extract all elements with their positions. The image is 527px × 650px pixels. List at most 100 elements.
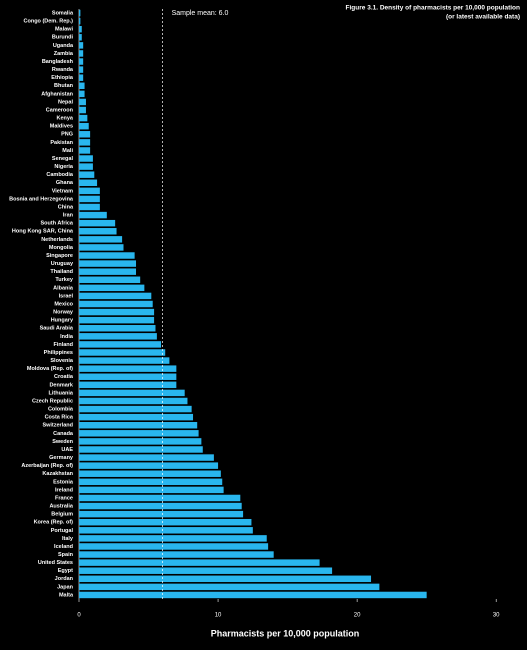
bar: [79, 462, 219, 469]
bar: [79, 106, 86, 114]
y-tick-label: Moldova (Rep. of): [27, 366, 73, 372]
y-tick-label: Egypt: [58, 568, 73, 574]
y-tick-label: Jordan: [55, 576, 74, 582]
bar: [79, 187, 100, 195]
bar: [79, 502, 242, 510]
bar: [79, 292, 152, 300]
bar: [79, 66, 84, 73]
bar: [79, 58, 84, 65]
bar: [79, 397, 188, 405]
bar: [79, 389, 185, 397]
bar: [79, 405, 192, 413]
bar: [79, 276, 141, 283]
y-tick-label: Kenya: [56, 116, 73, 122]
y-tick-label: Singapore: [46, 253, 73, 259]
x-tick-label: 20: [354, 613, 361, 619]
y-tick-label: Ireland: [55, 487, 73, 493]
y-tick-label: Spain: [58, 552, 74, 558]
y-tick-label: Nepal: [58, 99, 73, 105]
y-tick-label: Uruguay: [51, 261, 74, 267]
bar: [79, 438, 202, 445]
y-tick-label: Albania: [53, 285, 74, 291]
bar: [79, 236, 123, 243]
bar: [79, 341, 162, 348]
bar: [79, 527, 253, 534]
y-tick-label: Cambodia: [46, 172, 74, 178]
bar: [79, 203, 100, 211]
bar: [79, 543, 269, 550]
bar: [79, 122, 89, 130]
y-tick-label: Australia: [49, 504, 73, 510]
y-tick-label: Finland: [53, 342, 73, 348]
y-tick-label: Colombia: [48, 407, 74, 413]
y-tick-label: Malta: [59, 592, 74, 598]
y-tick-label: Burundi: [52, 35, 74, 41]
y-tick-label: Portugal: [51, 528, 74, 534]
bar: [79, 98, 86, 106]
y-tick-label: Japan: [57, 584, 74, 590]
bar: [79, 300, 153, 308]
bar: [79, 373, 177, 380]
y-tick-label: United States: [38, 560, 73, 566]
y-tick-label: China: [58, 204, 74, 210]
y-tick-label: Kazakhstan: [42, 471, 73, 477]
y-tick-label: South Africa: [41, 221, 74, 227]
bar: [79, 333, 157, 340]
bar: [79, 591, 427, 599]
bar: [79, 510, 244, 518]
bar: [79, 74, 84, 81]
bar: [79, 25, 82, 33]
y-tick-label: Cameroon: [46, 107, 74, 113]
y-tick-label: Italy: [62, 536, 74, 542]
bar: [79, 219, 116, 227]
y-tick-label: Ethiopia: [51, 75, 74, 81]
bar: [79, 228, 117, 235]
y-tick-label: Vietnam: [52, 188, 73, 194]
y-tick-label: Canada: [53, 431, 74, 437]
bar: [79, 244, 124, 251]
bar: [79, 316, 155, 324]
bar: [79, 551, 274, 558]
bar: [79, 381, 177, 389]
y-tick-label: Hong Kong SAR, China: [12, 229, 74, 235]
y-tick-label: Iceland: [54, 544, 73, 550]
bar: [79, 365, 177, 372]
bar: [79, 147, 91, 154]
y-tick-label: Maldives: [50, 124, 73, 130]
y-tick-label: Ghana: [56, 180, 74, 186]
bar: [79, 90, 85, 98]
bar: [79, 139, 91, 146]
bar: [79, 155, 93, 162]
bar: [79, 559, 320, 566]
y-tick-label: Belgium: [51, 512, 73, 518]
bar: [79, 131, 91, 138]
y-tick-label: Bosnia and Herzegovina: [9, 196, 74, 202]
y-tick-label: Mali: [62, 148, 73, 154]
x-axis-title: Pharmacists per 10,000 population: [211, 628, 360, 638]
y-tick-label: Germany: [49, 455, 74, 461]
bar: [79, 422, 198, 429]
bar: [79, 325, 156, 332]
y-tick-label: Estonia: [53, 479, 74, 485]
y-tick-label: Sweden: [52, 439, 73, 445]
y-tick-label: Slovenia: [50, 358, 74, 364]
y-tick-label: Korea (Rep. of): [34, 520, 74, 526]
bar: [79, 34, 82, 41]
bar: [79, 260, 137, 267]
chart-title: Figure 3.1. Density of pharmacists per 1…: [346, 5, 520, 12]
bar: [79, 518, 252, 526]
y-tick-label: Turkey: [55, 277, 74, 283]
bar: [79, 575, 372, 583]
bar: [79, 114, 88, 122]
bar: [79, 567, 333, 574]
bar: [79, 413, 194, 421]
bar: [79, 163, 93, 170]
bar: [79, 454, 214, 461]
y-tick-label: Thailand: [50, 269, 73, 275]
bar: [79, 179, 98, 186]
bar: [79, 583, 380, 591]
bar: [79, 9, 81, 17]
x-tick-label: 30: [493, 613, 500, 619]
y-tick-label: Somalia: [52, 10, 74, 16]
